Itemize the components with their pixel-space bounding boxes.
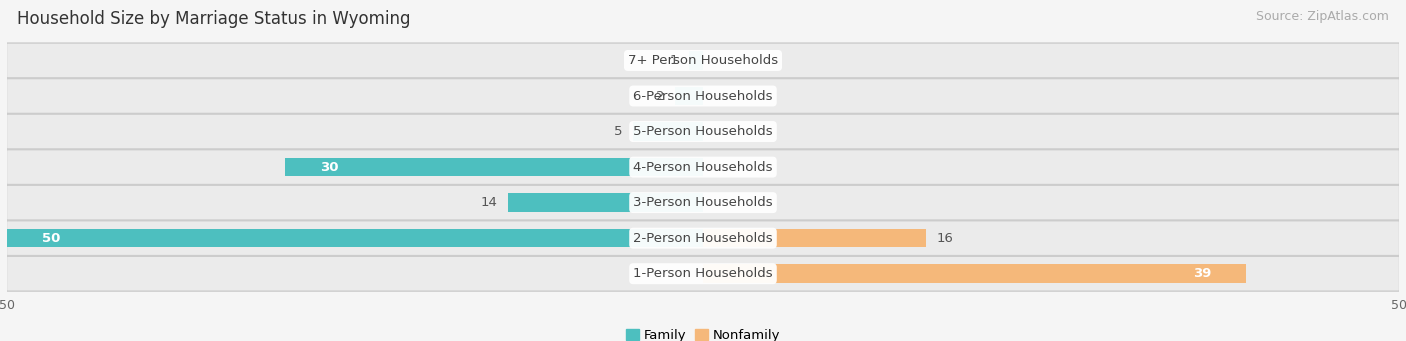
Bar xyxy=(7,229,703,248)
Text: 5: 5 xyxy=(614,125,623,138)
Bar xyxy=(703,265,1246,283)
Text: 50: 50 xyxy=(42,232,60,245)
Text: 1-Person Households: 1-Person Households xyxy=(633,267,773,280)
Bar xyxy=(675,87,703,105)
FancyBboxPatch shape xyxy=(7,221,1399,256)
Bar xyxy=(285,158,703,176)
Text: 6-Person Households: 6-Person Households xyxy=(633,89,773,103)
Text: 5-Person Households: 5-Person Households xyxy=(633,125,773,138)
Legend: Family, Nonfamily: Family, Nonfamily xyxy=(626,329,780,341)
Text: 4-Person Households: 4-Person Households xyxy=(633,161,773,174)
Text: 16: 16 xyxy=(936,232,953,245)
Bar xyxy=(633,122,703,141)
Text: Household Size by Marriage Status in Wyoming: Household Size by Marriage Status in Wyo… xyxy=(17,10,411,28)
FancyBboxPatch shape xyxy=(7,185,1399,220)
Text: 1: 1 xyxy=(669,54,678,67)
Bar xyxy=(508,193,703,212)
Text: 2: 2 xyxy=(655,89,664,103)
Text: 14: 14 xyxy=(479,196,496,209)
FancyBboxPatch shape xyxy=(7,43,1399,78)
FancyBboxPatch shape xyxy=(7,256,1399,291)
Text: 30: 30 xyxy=(321,161,339,174)
Text: 39: 39 xyxy=(1192,267,1211,280)
Text: Source: ZipAtlas.com: Source: ZipAtlas.com xyxy=(1256,10,1389,23)
Bar xyxy=(703,229,925,248)
Text: 2-Person Households: 2-Person Households xyxy=(633,232,773,245)
Text: 7+ Person Households: 7+ Person Households xyxy=(628,54,778,67)
Bar xyxy=(689,51,703,70)
FancyBboxPatch shape xyxy=(7,150,1399,184)
Text: 3-Person Households: 3-Person Households xyxy=(633,196,773,209)
FancyBboxPatch shape xyxy=(7,114,1399,149)
FancyBboxPatch shape xyxy=(7,78,1399,114)
